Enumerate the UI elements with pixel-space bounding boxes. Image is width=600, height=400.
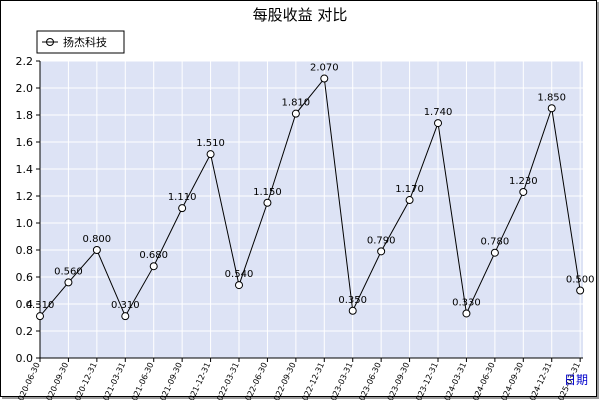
data-label: 0.780 <box>481 237 510 248</box>
data-label: 1.170 <box>395 184 424 195</box>
data-label: 0.310 <box>26 300 55 311</box>
data-point <box>36 312 44 321</box>
data-point <box>348 306 357 315</box>
data-point <box>235 281 244 290</box>
data-point <box>547 104 556 113</box>
data-label: 0.560 <box>54 266 83 277</box>
x-tick-label: 2023-06-30 <box>355 361 383 400</box>
y-tick-label: 1.8 <box>16 109 34 122</box>
data-label: 1.110 <box>168 192 197 203</box>
y-tick-label: 1.2 <box>16 190 34 203</box>
x-tick-label: 2021-09-30 <box>156 361 184 400</box>
y-tick-labels: 0.0 0.2 0.4 0.6 0.8 1.0 1.2 1.4 1.6 1.8 2.0 2.2 <box>16 55 34 365</box>
series-line <box>39 77 581 318</box>
x-tick-label: 2022-09-30 <box>270 361 298 400</box>
x-tick-label: 2023-12-31 <box>412 361 440 400</box>
y-tick-label: 2.0 <box>16 82 34 95</box>
x-tick-label: 2022-06-30 <box>241 361 269 400</box>
data-label: 1.230 <box>509 176 538 187</box>
data-label: 0.310 <box>111 300 140 311</box>
x-tick-label: 2023-03-31 <box>327 361 355 400</box>
data-label: 1.850 <box>537 92 566 103</box>
data-point <box>149 262 158 271</box>
y-tick-label: 0.2 <box>16 325 34 338</box>
data-label: 1.810 <box>282 98 311 109</box>
x-tick-label: 2021-06-30 <box>128 361 156 400</box>
legend-marker-icon <box>46 38 54 46</box>
chart-title: 每股收益 对比 <box>253 6 348 24</box>
axes <box>39 61 583 359</box>
x-tick-label: 2024-06-30 <box>469 361 497 400</box>
data-point <box>178 204 187 213</box>
x-tick-label: 2024-09-30 <box>497 361 525 400</box>
y-tick-label: 0.8 <box>16 244 34 257</box>
data-point <box>320 74 329 83</box>
data-label: 0.680 <box>139 250 168 261</box>
x-axis-corner-label: 日期 <box>564 373 588 387</box>
y-tick-label: 0.6 <box>16 271 34 284</box>
x-tick-label: 2020-06-30 <box>14 361 42 400</box>
data-label: 0.800 <box>83 234 112 245</box>
data-label: 0.540 <box>225 269 254 280</box>
legend-box <box>36 30 125 54</box>
y-tick-label: 2.2 <box>16 55 34 68</box>
plot-area <box>40 61 583 358</box>
x-tick-label: 2021-03-31 <box>99 361 127 400</box>
y-tick-label: 1.4 <box>16 163 34 176</box>
data-label: 1.150 <box>253 187 282 198</box>
legend-label: 扬杰科技 <box>63 35 107 49</box>
data-point <box>405 196 414 205</box>
data-label: 1.510 <box>196 138 225 149</box>
data-point <box>434 119 443 128</box>
data-label: 0.330 <box>452 297 481 308</box>
x-tick-label: 2021-12-31 <box>185 361 213 400</box>
x-tick-label: 2022-12-31 <box>298 361 326 400</box>
data-label: 0.500 <box>566 275 595 286</box>
data-point <box>64 278 73 287</box>
data-point <box>291 109 300 118</box>
legend: 扬杰科技 <box>36 30 125 54</box>
data-point <box>92 246 101 254</box>
data-point <box>377 247 386 256</box>
x-tick-label: 2023-09-30 <box>384 361 412 400</box>
x-tick-label: 2024-12-31 <box>526 361 554 400</box>
data-point <box>206 150 215 159</box>
data-point <box>462 309 471 318</box>
data-label: 0.350 <box>338 295 367 306</box>
data-point <box>121 312 130 321</box>
data-label: 0.790 <box>367 235 396 246</box>
x-tick-label: 2024-03-31 <box>440 361 468 400</box>
series-layer: 0.310 0.560 0.800 0.310 0.680 1.110 1.510 0.540… <box>26 63 595 321</box>
data-point <box>576 286 585 295</box>
y-tick-label: 1.0 <box>16 217 34 230</box>
x-tick-label: 2020-09-30 <box>42 361 70 400</box>
data-point <box>263 198 272 207</box>
x-tick-label: 2022-03-31 <box>213 361 241 400</box>
data-label: 1.740 <box>424 107 453 118</box>
data-point <box>490 248 499 257</box>
x-tick-labels: 2020-06-30 2020-09-30 2020-12-31 2021-03-31… <box>14 361 582 400</box>
y-tick-label: 1.6 <box>16 136 34 149</box>
x-tick-label: 2020-12-31 <box>71 361 99 400</box>
y-tick-label: 0.0 <box>16 352 34 365</box>
data-point <box>519 187 528 196</box>
data-label: 2.070 <box>310 63 339 74</box>
y-tick-label: 0.4 <box>16 298 34 311</box>
